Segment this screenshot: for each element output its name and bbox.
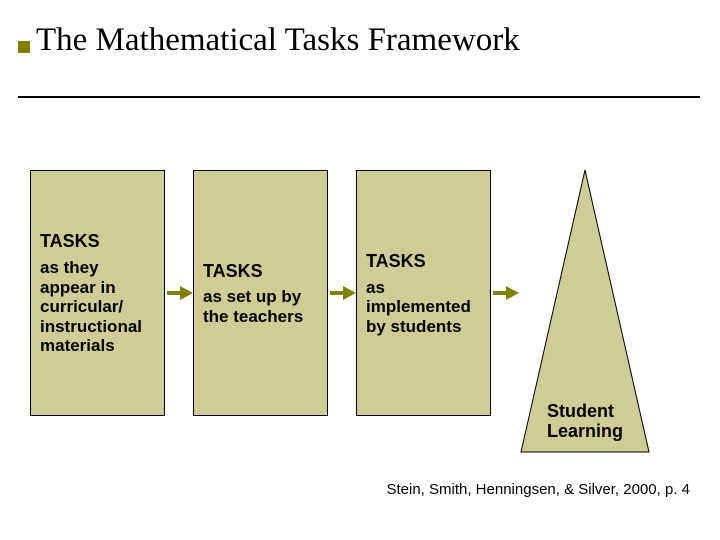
arrow-2-head	[343, 286, 356, 300]
arrow-3	[491, 170, 519, 416]
arrow-1-head	[180, 286, 193, 300]
citation: Stein, Smith, Henningsen, & Silver, 2000…	[386, 481, 690, 498]
task-box-1: TASKS as they appear in curricular/ inst…	[30, 170, 165, 416]
title-bullet	[18, 40, 30, 52]
page-title: The Mathematical Tasks Framework	[36, 22, 520, 59]
flow-diagram: TASKS as they appear in curricular/ inst…	[30, 170, 680, 454]
task-box-3-desc: as implemented by students	[366, 278, 481, 337]
arrow-2	[328, 170, 356, 416]
task-box-1-heading: TASKS	[40, 232, 155, 252]
arrow-3-head	[506, 286, 519, 300]
title-divider	[18, 96, 700, 98]
bullet-rect	[18, 41, 30, 53]
task-box-2-heading: TASKS	[203, 262, 318, 282]
task-box-2: TASKS as set up by the teachers	[193, 170, 328, 416]
task-box-3: TASKS as implemented by students	[356, 170, 491, 416]
task-box-3-heading: TASKS	[366, 252, 481, 272]
slide: The Mathematical Tasks Framework TASKS a…	[0, 0, 720, 540]
triangle-outcome: Student Learning	[519, 168, 651, 454]
triangle-label: Student Learning	[547, 402, 651, 442]
arrow-1	[165, 170, 193, 416]
task-box-2-desc: as set up by the teachers	[203, 287, 318, 326]
task-box-1-desc: as they appear in curricular/ instructio…	[40, 258, 155, 356]
